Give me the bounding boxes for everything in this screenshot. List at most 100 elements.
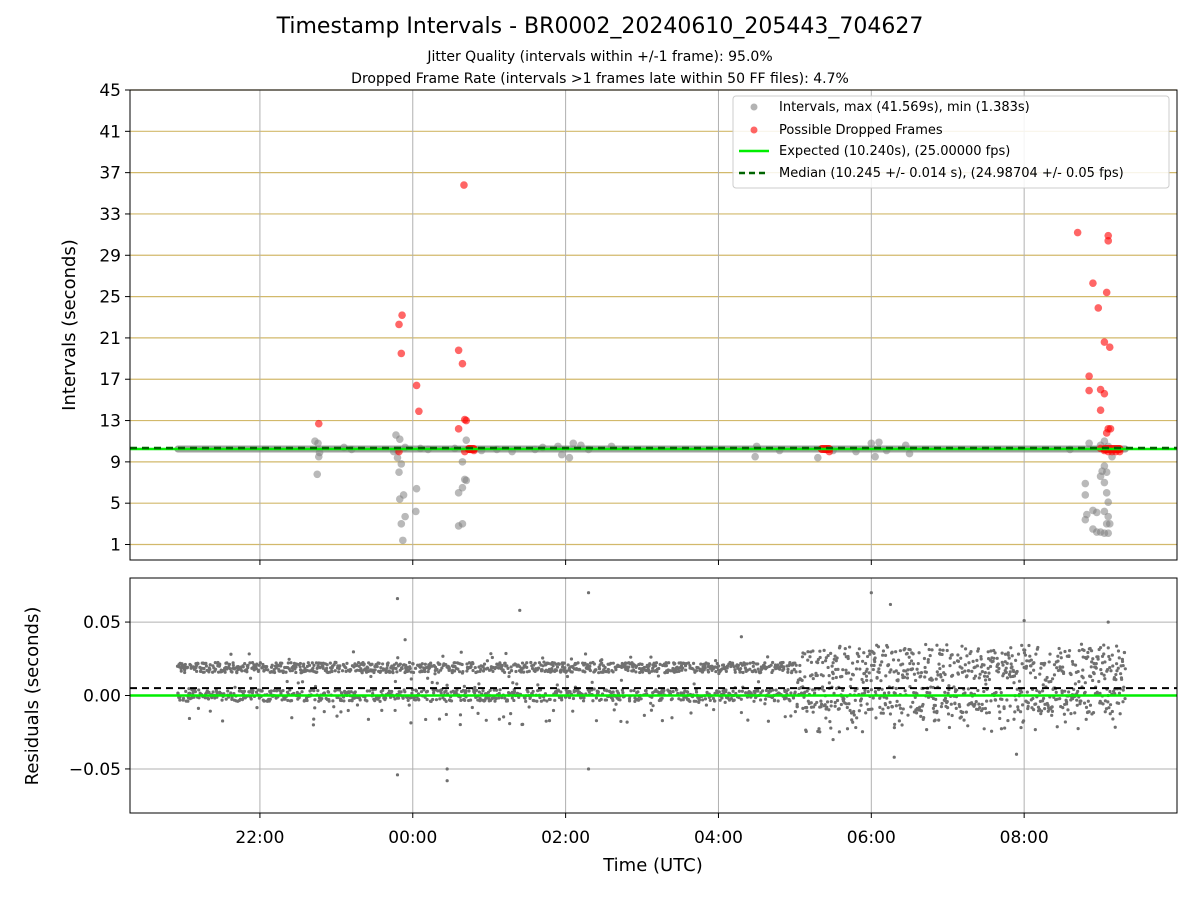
residual-point — [804, 729, 808, 734]
residual-point — [200, 666, 204, 670]
residual-point — [458, 722, 462, 727]
residual-point — [653, 664, 658, 668]
residual-point — [408, 666, 412, 671]
residual-point — [1034, 702, 1038, 706]
residual-point — [763, 697, 768, 701]
residual-point — [869, 688, 873, 692]
residual-point — [692, 682, 696, 686]
residual-point — [1079, 642, 1084, 646]
dropped-frame-point — [1085, 372, 1093, 380]
residual-point — [732, 665, 736, 669]
residual-point — [465, 662, 469, 666]
interval-point — [458, 520, 467, 528]
interval-point — [393, 453, 402, 462]
residual-point — [627, 699, 632, 703]
residual-point — [255, 706, 259, 710]
residual-point — [281, 688, 285, 693]
residual-point — [391, 671, 395, 675]
residual-point — [473, 691, 477, 695]
residual-point — [915, 667, 919, 671]
residual-point — [849, 677, 853, 681]
residual-point — [328, 661, 332, 665]
residual-point — [1089, 665, 1093, 669]
x-tick-label: 22:00 — [235, 828, 284, 848]
residual-point — [537, 666, 541, 670]
residual-point — [824, 716, 828, 720]
residual-point — [505, 698, 509, 702]
residual-point — [788, 699, 792, 703]
residual-point — [945, 648, 949, 653]
residual-point — [894, 686, 898, 691]
residual-point — [879, 679, 883, 683]
residual-point — [1024, 664, 1029, 669]
residuals-ytick-label: 0.05 — [83, 613, 121, 633]
residual-point — [763, 702, 767, 706]
residual-point — [183, 662, 187, 667]
residual-point — [529, 660, 533, 665]
residual-point — [1050, 713, 1054, 717]
residual-point — [547, 719, 552, 723]
residual-point — [508, 722, 512, 726]
residual-point — [332, 705, 336, 709]
residual-point — [731, 689, 735, 693]
residual-point — [206, 697, 211, 701]
residual-point — [497, 666, 501, 670]
residual-point — [494, 688, 499, 692]
residual-point — [481, 689, 485, 693]
interval-point — [458, 458, 467, 466]
residual-point — [999, 691, 1003, 695]
residual-point — [514, 669, 518, 674]
residual-point — [1001, 663, 1005, 667]
residual-point — [279, 664, 283, 668]
residual-point — [184, 689, 188, 694]
residual-point — [1004, 670, 1008, 674]
dropped-frame-point — [1106, 425, 1115, 433]
residual-point — [1102, 643, 1106, 647]
main-title: Timestamp Intervals - BR0002_20240610_20… — [276, 14, 924, 39]
residual-point — [956, 653, 960, 657]
residual-point — [444, 699, 448, 703]
residual-point — [821, 660, 825, 665]
residual-point — [255, 662, 259, 666]
residual-point — [857, 709, 861, 713]
residual-point — [316, 688, 320, 693]
residual-point — [187, 687, 191, 691]
residual-point — [360, 671, 364, 675]
residual-point — [737, 689, 741, 693]
residual-point — [591, 699, 595, 703]
residual-point — [687, 661, 691, 665]
residual-point — [833, 700, 837, 705]
residual-point — [204, 661, 208, 665]
residual-point — [818, 649, 822, 653]
residual-point — [861, 680, 865, 684]
residual-point — [464, 689, 468, 693]
residual-point — [706, 662, 711, 666]
residual-point — [1019, 725, 1023, 730]
residual-point — [862, 651, 866, 655]
residual-point — [956, 659, 961, 663]
residual-point — [972, 676, 976, 680]
residual-point — [535, 699, 539, 703]
interval-point — [397, 520, 406, 528]
residual-point — [230, 670, 234, 674]
residual-point — [482, 662, 487, 666]
residual-point — [948, 656, 952, 660]
residual-point — [943, 696, 948, 700]
residual-point — [893, 722, 897, 726]
residual-point — [1044, 678, 1048, 682]
dropped-frame-point — [1085, 386, 1093, 395]
residual-point — [855, 659, 860, 664]
residual-point — [349, 668, 353, 672]
residual-point — [983, 670, 987, 675]
residual-point — [818, 730, 822, 734]
residual-point — [388, 670, 392, 674]
residual-point — [228, 667, 232, 671]
residual-point — [900, 723, 904, 727]
residual-point — [954, 706, 958, 710]
residual-point — [922, 715, 926, 720]
interval-point — [1092, 508, 1101, 517]
residual-point — [396, 656, 400, 660]
residual-point — [885, 645, 890, 649]
residual-point — [604, 670, 608, 674]
